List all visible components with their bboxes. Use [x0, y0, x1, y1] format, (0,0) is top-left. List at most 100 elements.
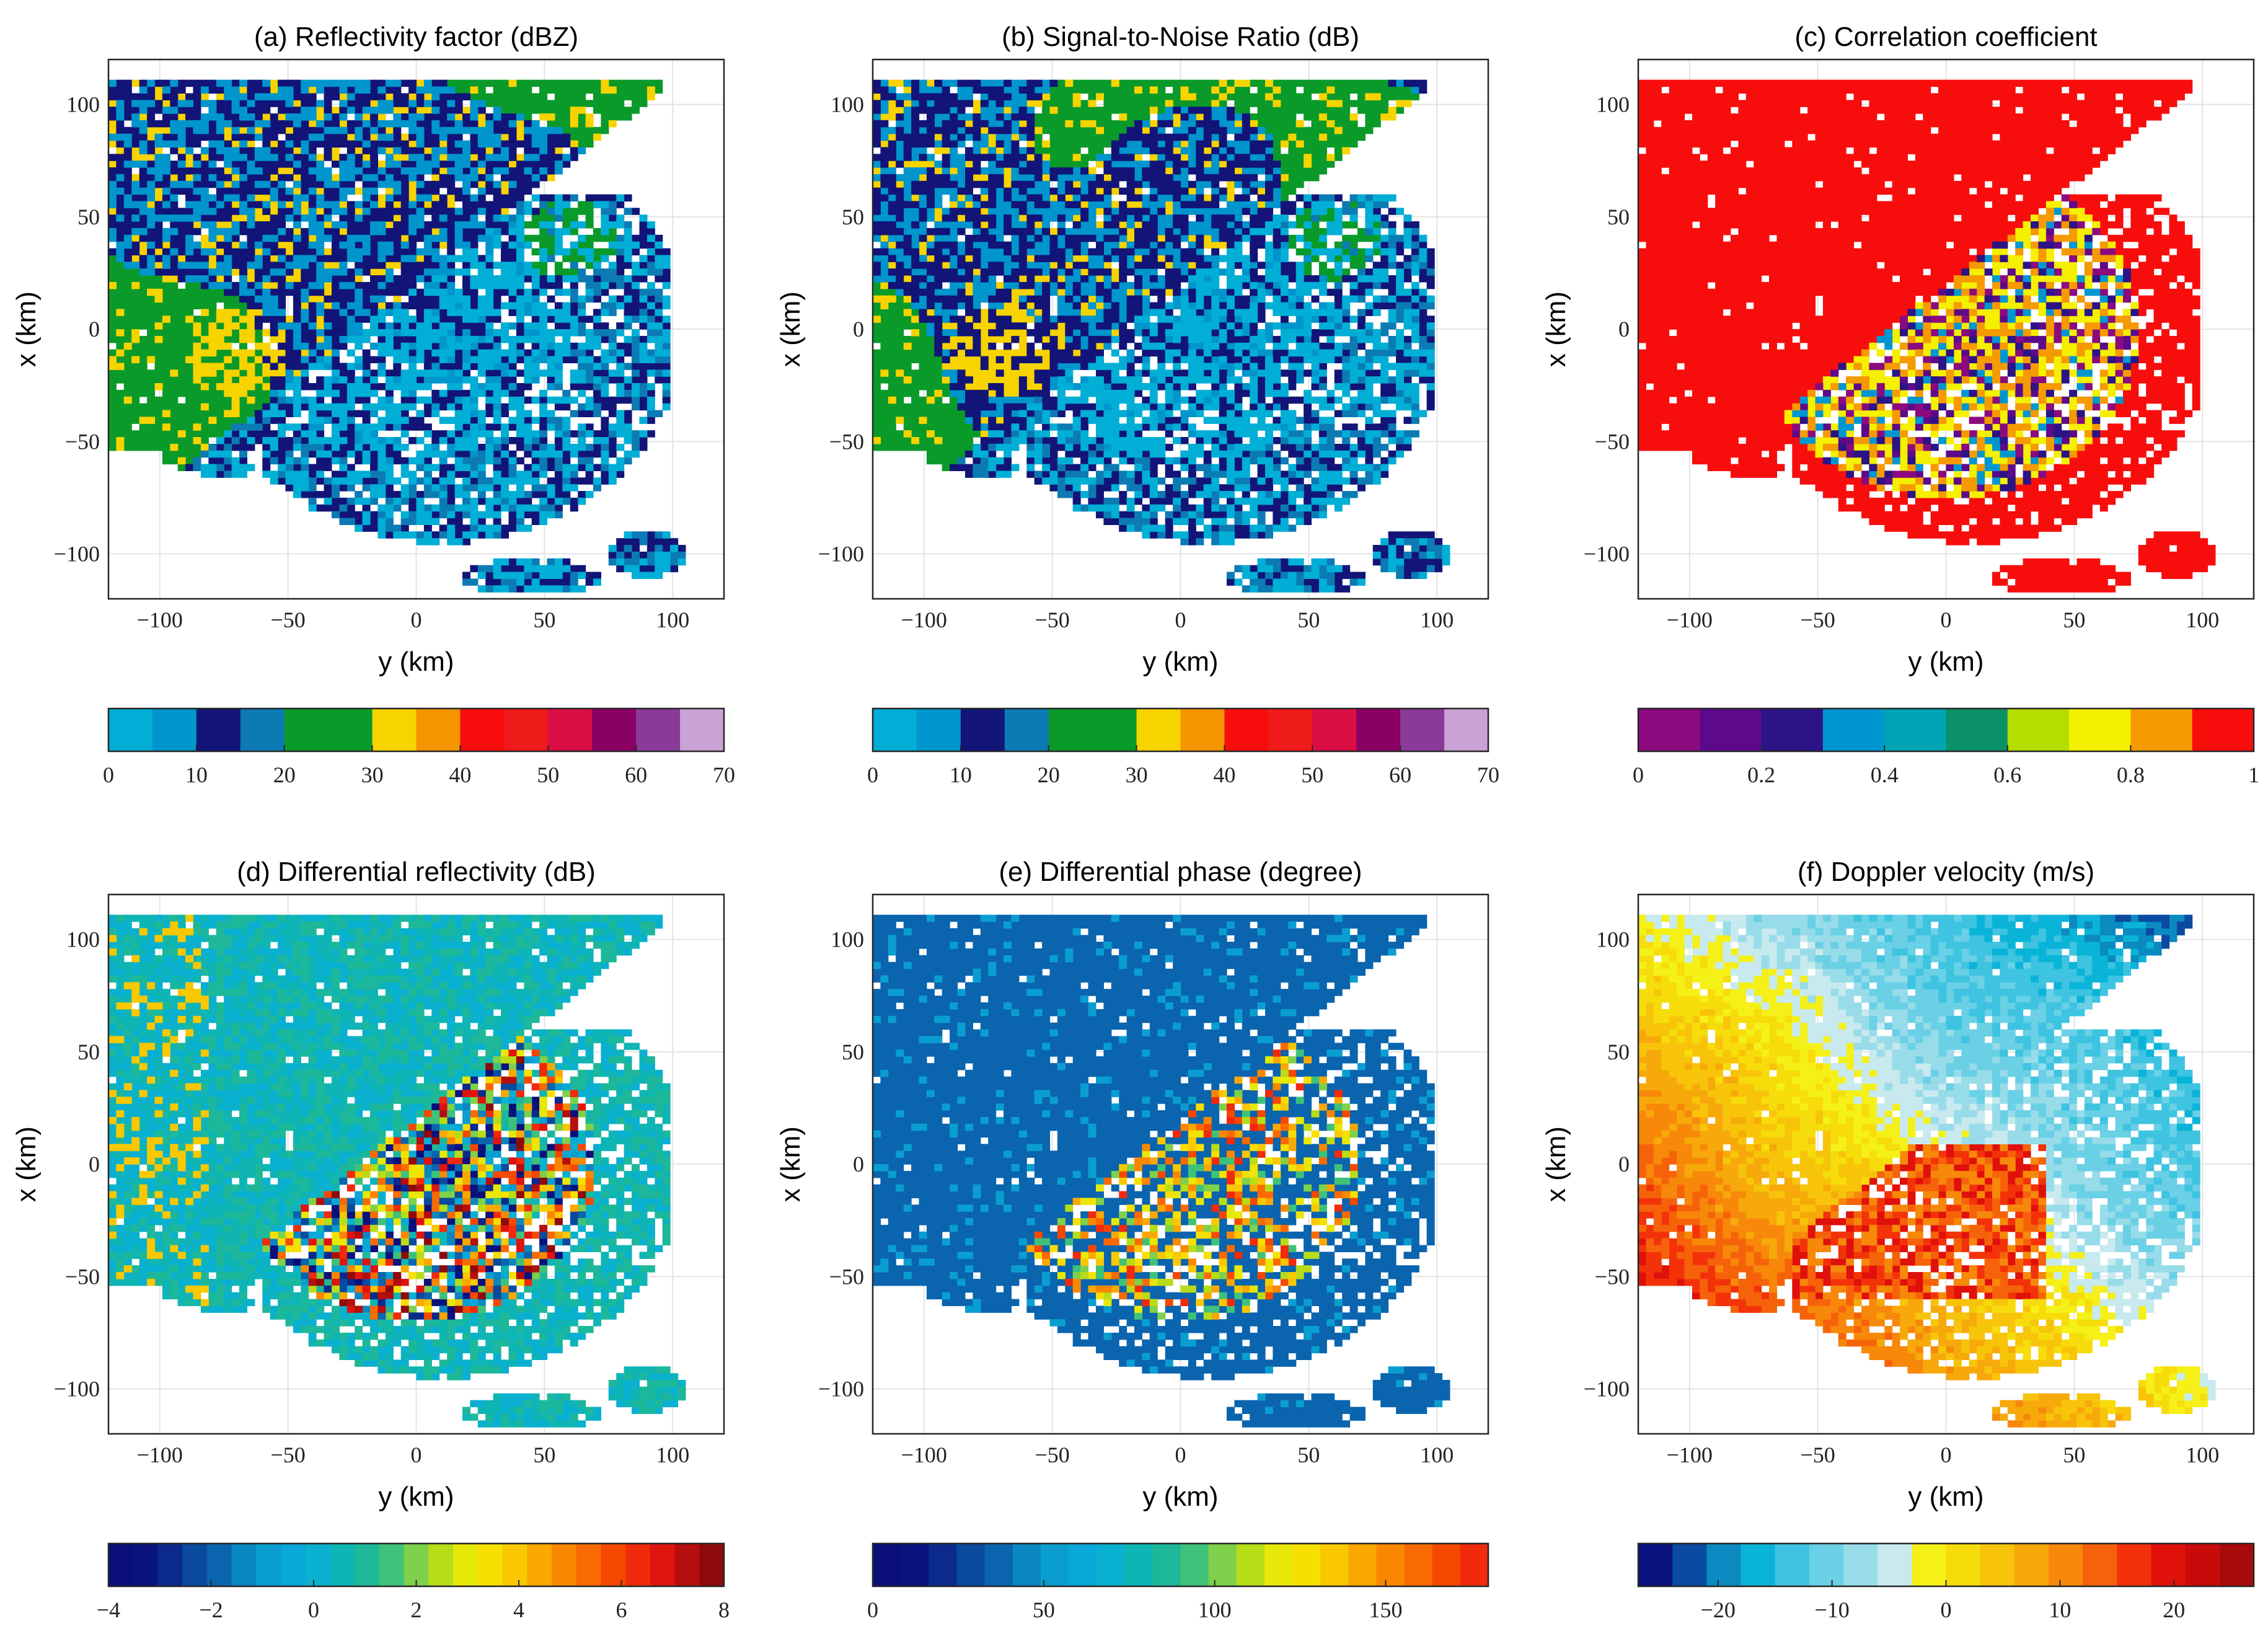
field-cells	[1646, 914, 2216, 1401]
colorbar-segment	[960, 709, 1005, 751]
colorbar-segment	[1912, 1544, 1947, 1586]
colorbar-segment	[281, 1544, 306, 1586]
colorbar-tick-label: 4	[513, 1597, 524, 1622]
x-axis-label: y (km)	[1142, 1482, 1218, 1512]
colorbar-segment	[636, 709, 681, 751]
y-tick-label: 100	[66, 927, 100, 952]
field-cells	[1057, 1056, 1358, 1320]
x-tick-label: −50	[1035, 607, 1069, 632]
colorbar-segment	[1096, 1544, 1126, 1586]
field-cells	[1638, 1144, 2047, 1300]
colorbar-segment	[404, 1544, 430, 1586]
x-tick-label: −100	[1667, 1442, 1713, 1467]
colorbar: 0 10 20 30 40 50 60 70	[103, 707, 735, 787]
x-tick-label: 0	[1175, 607, 1186, 632]
colorbar-segment	[2151, 1544, 2186, 1586]
y-tick-label: −100	[818, 1377, 864, 1402]
y-tick-label: 0	[853, 317, 864, 342]
colorbar-segment	[929, 1544, 958, 1586]
y-tick-label: −50	[829, 1264, 864, 1289]
colorbar-segment	[284, 709, 329, 751]
colorbar-segment	[1004, 709, 1049, 751]
y-tick-label: −100	[54, 1377, 100, 1402]
colorbar-tick-label: 0	[308, 1597, 319, 1622]
field-cells	[1034, 1049, 1351, 1320]
colorbar-segment	[699, 1544, 725, 1586]
colorbar-segment	[1843, 1544, 1878, 1586]
panel-title: (b) Signal-to-Noise Ratio (dB)	[1002, 22, 1359, 52]
colorbar-tick-label: −20	[1701, 1597, 1736, 1622]
field-cells	[1638, 1144, 2047, 1313]
colorbar: 0 0.2 0.4 0.6 0.8 1	[1633, 707, 2259, 787]
colorbar-segment	[206, 1544, 232, 1586]
colorbar-segment	[1700, 709, 1762, 751]
field-cells	[301, 1103, 594, 1300]
y-tick-label: −100	[54, 542, 100, 567]
y-tick-label: −50	[1595, 429, 1630, 454]
axes-frame	[1637, 893, 2255, 1435]
colorbar-segment	[1048, 709, 1093, 751]
panel-5: (e) Differential phase (degree) −100 −50 0 5…	[775, 857, 1489, 1622]
colorbar-segment	[1356, 709, 1401, 751]
colorbar-segment	[1460, 1544, 1489, 1586]
colorbar-segment	[601, 1544, 626, 1586]
field-cells	[1799, 221, 2139, 498]
x-tick-label: −50	[270, 1442, 305, 1467]
radar-field	[1638, 914, 2216, 1428]
y-axis-label: x (km)	[11, 291, 42, 367]
colorbar-tick-label: 0.4	[1871, 762, 1899, 787]
panel-title: (f) Doppler velocity (m/s)	[1798, 857, 2094, 887]
x-tick-label: 0	[411, 607, 422, 632]
colorbar-segment	[2117, 1544, 2152, 1586]
colorbar-tick-label: 40	[449, 762, 471, 787]
colorbar: −20 −10 0 10 20	[1637, 1542, 2255, 1622]
y-tick-label: 50	[1607, 1040, 1630, 1064]
colorbar-segment	[355, 1544, 380, 1586]
colorbar-tick-label: 30	[1126, 762, 1148, 787]
x-tick-label: 0	[411, 1442, 422, 1467]
field-cells	[1792, 208, 2139, 498]
field-cells	[1969, 914, 2200, 1131]
colorbar-segment	[428, 1544, 454, 1586]
colorbar-tick-label: 100	[1198, 1597, 1232, 1622]
x-tick-label: −100	[901, 607, 947, 632]
colorbar-tick-label: 10	[185, 762, 208, 787]
colorbar-tick-label: 50	[537, 762, 559, 787]
field-cells	[1638, 1090, 2047, 1428]
colorbar-segment	[1092, 709, 1137, 751]
colorbar-segment	[1320, 1544, 1349, 1586]
colorbar-segment	[873, 709, 917, 751]
radar-field	[873, 914, 1450, 1428]
y-axis-label: x (km)	[1541, 1126, 1571, 1202]
x-tick-label: −100	[1667, 607, 1713, 632]
field-cells	[1638, 1029, 2124, 1428]
y-tick-label: −50	[1595, 1264, 1630, 1289]
x-tick-label: 50	[1297, 1442, 1320, 1467]
field-cells	[1723, 914, 2200, 1300]
colorbar-segment	[240, 709, 285, 751]
colorbar-segment	[576, 1544, 602, 1586]
x-axis-label: y (km)	[378, 1482, 454, 1512]
colorbar-segment	[2130, 709, 2193, 751]
colorbar-segment	[2083, 1544, 2118, 1586]
x-tick-label: 50	[2063, 607, 2085, 632]
colorbar-segment	[1946, 1544, 1981, 1586]
colorbar-tick-label: 0	[867, 762, 878, 787]
colorbar: −4 −2 0 2 4 6 8	[97, 1542, 730, 1622]
colorbar-segment	[650, 1544, 676, 1586]
colorbar-segment	[108, 1544, 134, 1586]
colorbar-tick-label: 60	[1389, 762, 1411, 787]
colorbar-frame	[871, 707, 1489, 753]
y-tick-label: 50	[77, 205, 100, 229]
colorbar-segment	[1672, 1544, 1708, 1586]
colorbar-tick-label: 50	[1033, 1597, 1055, 1622]
x-tick-label: 100	[2186, 607, 2219, 632]
colorbar-tick-label: 0	[1633, 762, 1644, 787]
y-tick-label: 0	[853, 1152, 864, 1177]
field-cells	[1026, 1056, 1358, 1320]
colorbar-segment	[372, 709, 417, 751]
field-cells	[108, 914, 686, 1428]
colorbar-segment	[901, 1544, 930, 1586]
colorbar-tick-label: 20	[1038, 762, 1060, 787]
x-axis-label: y (km)	[1908, 1482, 1983, 1512]
